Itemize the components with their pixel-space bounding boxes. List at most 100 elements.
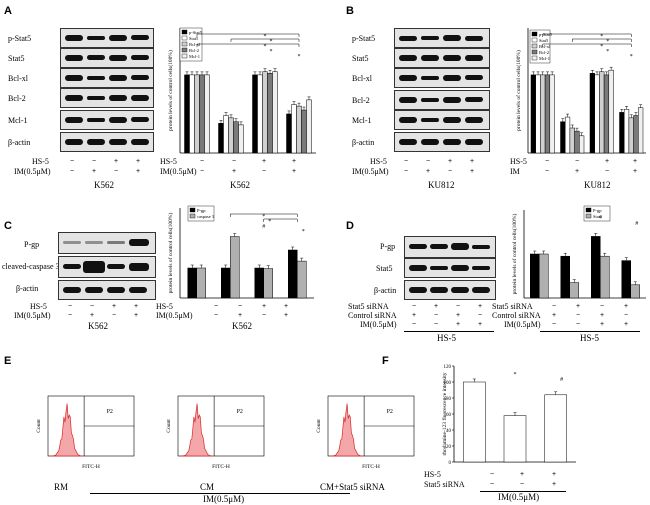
blot-strip [60,132,154,152]
bar [560,255,570,299]
significance-mark: * [268,219,271,225]
bar [199,74,205,154]
legend-swatch [189,213,196,219]
bar [503,415,527,463]
panel-label-c: C [4,220,12,232]
bar [544,74,551,154]
significance-bracket [230,213,298,217]
legend-swatch [585,207,592,213]
blot-strip [404,236,496,258]
bar [549,74,555,154]
bar [221,267,231,299]
bar [589,73,595,154]
legend-label: P-gp [197,208,206,213]
panel-label-d: D [346,220,354,232]
flow-histogram: P2 Count FITC-H [166,395,265,470]
bar [272,71,278,154]
blot-strip [58,256,156,278]
bar [623,109,630,154]
flow-footer: IM(0.5μM) [203,494,245,504]
blot-strip [60,88,154,108]
blot-strip [60,28,154,48]
significance-mark: # [635,221,638,227]
legend-label: p-Stat5 [189,30,203,35]
bar [619,112,625,154]
significance-bracket [542,33,632,37]
legend-swatch [531,49,538,55]
significance-mark: # [560,377,563,383]
legend-swatch [181,41,188,47]
y-tick-label: 120 [444,365,452,370]
legend-label: Stat5 [189,36,199,41]
histogram-curve [180,403,213,457]
significance-bracket [230,38,300,42]
legend-swatch [531,37,538,43]
y-axis-label: rhodamine-123 fluorescence intensity [441,372,448,455]
legend-label: Mcl-1 [539,56,550,61]
panel-label-e: E [4,355,12,367]
blot-label: β-actin [8,138,31,147]
blot-strip [404,258,496,278]
bar [296,105,302,154]
bar [599,71,605,154]
significance-bracket [196,33,300,37]
bar [233,121,239,154]
bar [230,236,240,299]
bar [530,253,540,299]
bar [189,74,195,154]
blot-strip [60,110,154,130]
bar [291,104,297,154]
blot-strip [60,48,154,68]
bar [621,260,631,299]
bar [591,236,601,299]
bar [238,124,244,154]
bar [600,255,610,299]
legend-label: Stat5 [539,38,549,43]
bar [564,116,571,154]
blot-label: Bcl-2 [8,94,26,103]
gate-label: P2 [107,409,113,415]
significance-mark: * [264,44,267,50]
flow-histogram: P2 Count FITC-H [36,395,135,470]
bar [254,267,264,299]
significance-mark: * [270,49,273,55]
blot-strip [58,280,156,300]
blot-label: Stat5 [8,54,25,63]
y-axis-label: Count [316,419,322,433]
bar [540,74,546,154]
blot-strip [394,68,490,88]
significance-mark: * [606,49,609,55]
legend-swatch [181,29,188,35]
bar [267,73,273,154]
significance-mark: * [600,34,603,40]
bar [530,74,536,154]
cell-line-label: K562 [94,180,114,190]
y-axis-label: Count [166,419,172,433]
bar [263,268,273,299]
bar [306,99,312,154]
bar [204,74,210,154]
bar [184,74,190,154]
gate-label: P2 [237,409,243,415]
significance-mark: * [606,39,609,45]
bar [252,74,258,154]
bar [569,127,575,154]
flow-caption: CM [200,482,215,492]
bar [535,74,541,154]
legend-label: p-Stat5 [539,32,553,37]
y-axis-label: protein levels of control cells(100%) [511,214,518,295]
bar [223,115,229,154]
flow-caption: RM [54,482,69,492]
significance-mark: * [600,44,603,50]
legend-swatch [181,35,188,41]
bar-chart-b: protein levels of control cells(100%) p-S… [515,28,646,154]
legend-label: Mcl-1 [189,54,200,59]
legend-swatch [531,55,538,61]
bar [288,249,298,299]
legend-swatch [531,43,538,49]
bar [297,260,307,299]
y-axis-label: protein levels of control cells(100%) [167,213,174,294]
legend-label: Bcl-2 [189,48,199,53]
y-axis-label: Count [36,419,42,433]
bar [463,381,486,463]
